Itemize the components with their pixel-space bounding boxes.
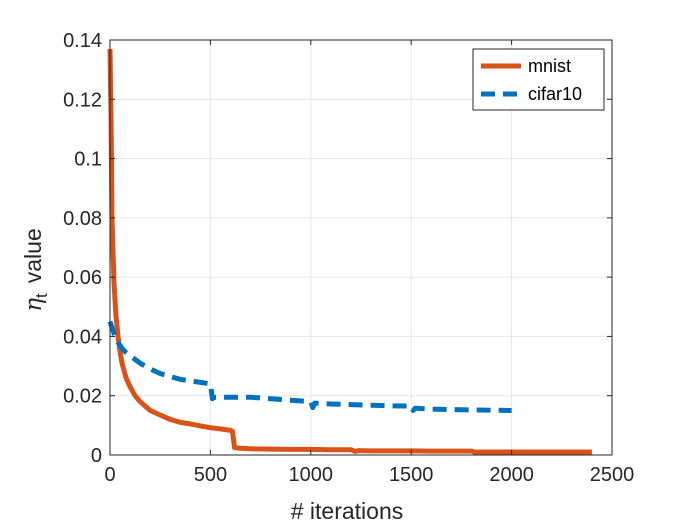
y-tick-label: 0.04 — [63, 326, 102, 348]
legend: mnist cifar10 — [472, 48, 605, 111]
y-tick-label: 0.02 — [63, 386, 102, 408]
series-layer — [107, 48, 592, 455]
x-tick-label: 2500 — [590, 464, 635, 486]
x-tick-label: 1500 — [389, 464, 434, 486]
y-axis-label: ηt value — [20, 228, 51, 312]
legend-mnist-label: mnist — [528, 56, 571, 76]
series-line-mnist — [107, 48, 592, 455]
x-tick-label: 500 — [194, 464, 227, 486]
axes — [109, 39, 613, 456]
y-axis-label-subscript: t — [32, 293, 51, 298]
x-tick-label: 1000 — [289, 464, 334, 486]
x-tick-label: 2000 — [489, 464, 534, 486]
y-tick-label: 0.08 — [63, 208, 102, 230]
svg-text:ηtvalue: ηt value — [20, 228, 51, 312]
y-tick-label: 0 — [91, 445, 102, 467]
y-tick-label: 0.1 — [74, 149, 102, 171]
ticks: 0 500 1000 1500 2000 2500 0 0.02 0.04 0.06 0.08 0.1… — [63, 30, 634, 486]
y-tick-label: 0.14 — [63, 30, 102, 52]
x-tick-label: 0 — [104, 464, 115, 486]
legend-cifar10-label: cifar10 — [528, 84, 582, 104]
axes-box — [109, 39, 613, 456]
legend-box — [472, 48, 605, 111]
y-tick-label: 0.12 — [63, 89, 102, 111]
y-axis-label-text: value — [20, 228, 46, 283]
y-axis-label-symbol: η — [21, 298, 47, 312]
x-axis-label: # iterations — [291, 498, 404, 524]
y-tick-label: 0.06 — [63, 267, 102, 289]
series-line-cifar10 — [107, 320, 512, 413]
